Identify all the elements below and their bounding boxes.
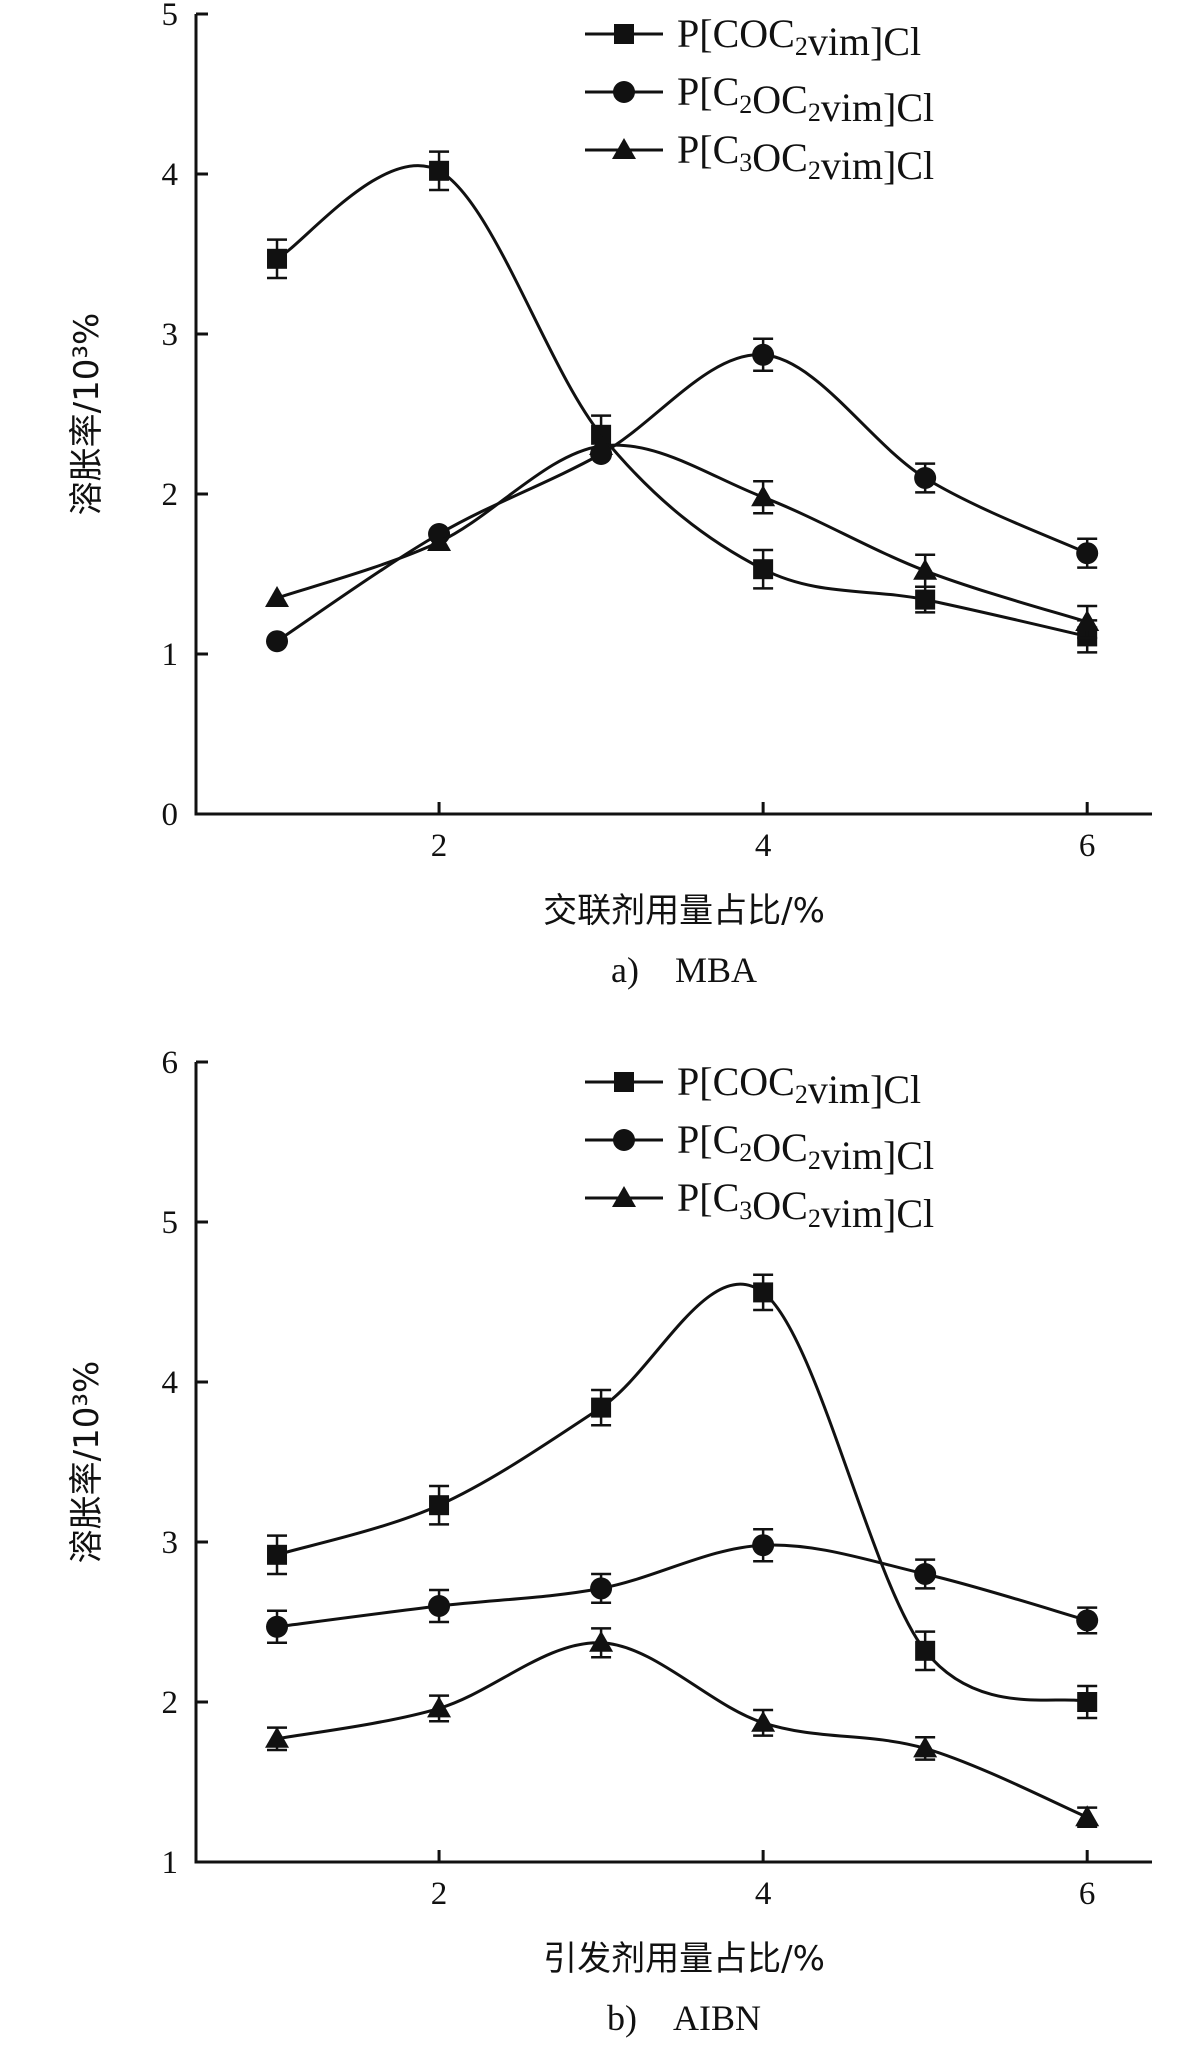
x-axis-title: 交联剂用量占比/% — [543, 891, 825, 931]
circle-marker — [1076, 542, 1099, 565]
x-tick-label: 6 — [1079, 828, 1096, 864]
legend-square-marker — [614, 24, 634, 44]
square-marker — [267, 1544, 288, 1565]
y-tick-label: 1 — [162, 1845, 179, 1881]
y-tick-label: 2 — [162, 1685, 179, 1721]
triangle-marker — [265, 1726, 290, 1748]
x-tick-label: 4 — [755, 828, 772, 864]
series-square — [267, 1273, 1098, 1720]
triangle-marker — [427, 530, 452, 551]
panel-caption: b) AIBN — [607, 1998, 761, 2038]
x-tick-label: 4 — [755, 1876, 772, 1912]
triangle-marker — [751, 485, 776, 507]
chart-panel-a: 0 1 2 3 4 5 2 4 6 交联剂用量占比/% 溶胀率/10³% a) MBA P[COC2vi… — [67, 0, 1152, 990]
panel-caption: a) MBA — [611, 950, 757, 990]
square-marker — [915, 1640, 936, 1661]
series-line — [276, 443, 1088, 624]
legend-triangle-marker — [612, 138, 636, 159]
circle-marker — [752, 343, 775, 366]
circle-marker — [428, 1595, 451, 1617]
y-tick-label: 6 — [162, 1045, 179, 1081]
legend-triangle-marker — [612, 1186, 636, 1207]
circle-marker — [914, 467, 937, 489]
circle-marker — [590, 1577, 613, 1600]
series-circle — [266, 1527, 1099, 1645]
series-triangle — [265, 434, 1100, 640]
y-tick-label: 0 — [162, 797, 179, 833]
x-tick-label: 2 — [431, 1876, 448, 1912]
axis-frame — [194, 14, 1152, 816]
legend: P[COC2vim]ClP[C2OC2vim]ClP[C3OC2vim]Cl — [585, 11, 934, 188]
triangle-marker — [589, 1630, 614, 1652]
square-marker — [429, 1495, 450, 1516]
legend-label: P[C2OC2vim]Cl — [677, 69, 934, 130]
legend-item: P[COC2vim]Cl — [585, 11, 921, 64]
series-line — [276, 353, 1088, 643]
circle-marker — [752, 1534, 775, 1557]
circle-marker — [1076, 1609, 1099, 1632]
legend-label: P[COC2vim]Cl — [677, 11, 921, 64]
legend-label: P[C3OC2vim]Cl — [677, 1175, 934, 1236]
y-tick-label: 3 — [162, 317, 179, 353]
circle-marker — [266, 1615, 289, 1638]
legend-circle-marker — [613, 1129, 635, 1151]
y-axis-title: 溶胀率/10³% — [67, 313, 107, 516]
y-tick-label: 4 — [162, 157, 179, 193]
legend-label: P[C3OC2vim]Cl — [677, 127, 934, 188]
triangle-marker — [913, 1736, 938, 1758]
legend-item: P[C3OC2vim]Cl — [585, 1175, 934, 1236]
y-tick-label: 5 — [162, 0, 179, 33]
square-marker — [915, 589, 936, 610]
x-axis-title: 引发剂用量占比/% — [543, 1939, 825, 1979]
y-tick-label: 3 — [162, 1525, 179, 1561]
legend-item: P[C2OC2vim]Cl — [585, 1117, 934, 1178]
circle-marker — [266, 630, 289, 653]
triangle-marker — [265, 586, 290, 607]
y-tick-label: 4 — [162, 1365, 179, 1401]
x-tick-label: 6 — [1079, 1876, 1096, 1912]
legend-square-marker — [614, 1072, 634, 1092]
x-tick-label: 2 — [431, 828, 448, 864]
series-line — [276, 1641, 1088, 1819]
legend-item: P[C3OC2vim]Cl — [585, 127, 934, 188]
triangle-marker — [589, 434, 614, 455]
series-circle — [266, 337, 1099, 653]
square-marker — [429, 160, 450, 181]
square-marker — [267, 248, 288, 269]
square-marker — [753, 1282, 774, 1303]
y-axis-title: 溶胀率/10³% — [67, 1361, 107, 1564]
axis-frame — [194, 1062, 1152, 1864]
series-line — [276, 1543, 1088, 1629]
series-line — [276, 1282, 1088, 1704]
y-tick-label: 1 — [162, 637, 179, 673]
triangle-marker — [1075, 1805, 1100, 1827]
circle-marker — [914, 1563, 937, 1585]
triangle-marker — [751, 1710, 776, 1732]
series-triangle — [265, 1627, 1100, 1829]
legend-item: P[C2OC2vim]Cl — [585, 69, 934, 130]
legend-label: P[COC2vim]Cl — [677, 1059, 921, 1112]
legend-label: P[C2OC2vim]Cl — [677, 1117, 934, 1178]
square-marker — [1077, 1692, 1098, 1712]
legend-circle-marker — [613, 81, 635, 103]
triangle-marker — [427, 1696, 452, 1718]
square-marker — [591, 1397, 612, 1418]
legend-item: P[COC2vim]Cl — [585, 1059, 921, 1112]
triangle-marker — [913, 558, 938, 580]
y-tick-label: 2 — [162, 477, 179, 513]
triangle-marker — [1075, 610, 1100, 631]
square-marker — [753, 559, 774, 580]
series-square — [267, 150, 1098, 654]
legend: P[COC2vim]ClP[C2OC2vim]ClP[C3OC2vim]Cl — [585, 1059, 934, 1236]
chart-panel-b: 1 2 3 4 5 6 2 4 6 引发剂用量占比/% 溶胀率/10³% b) AIBN P[COC2v… — [67, 1045, 1152, 2038]
y-tick-label: 5 — [162, 1205, 179, 1241]
series-line — [276, 164, 1088, 638]
